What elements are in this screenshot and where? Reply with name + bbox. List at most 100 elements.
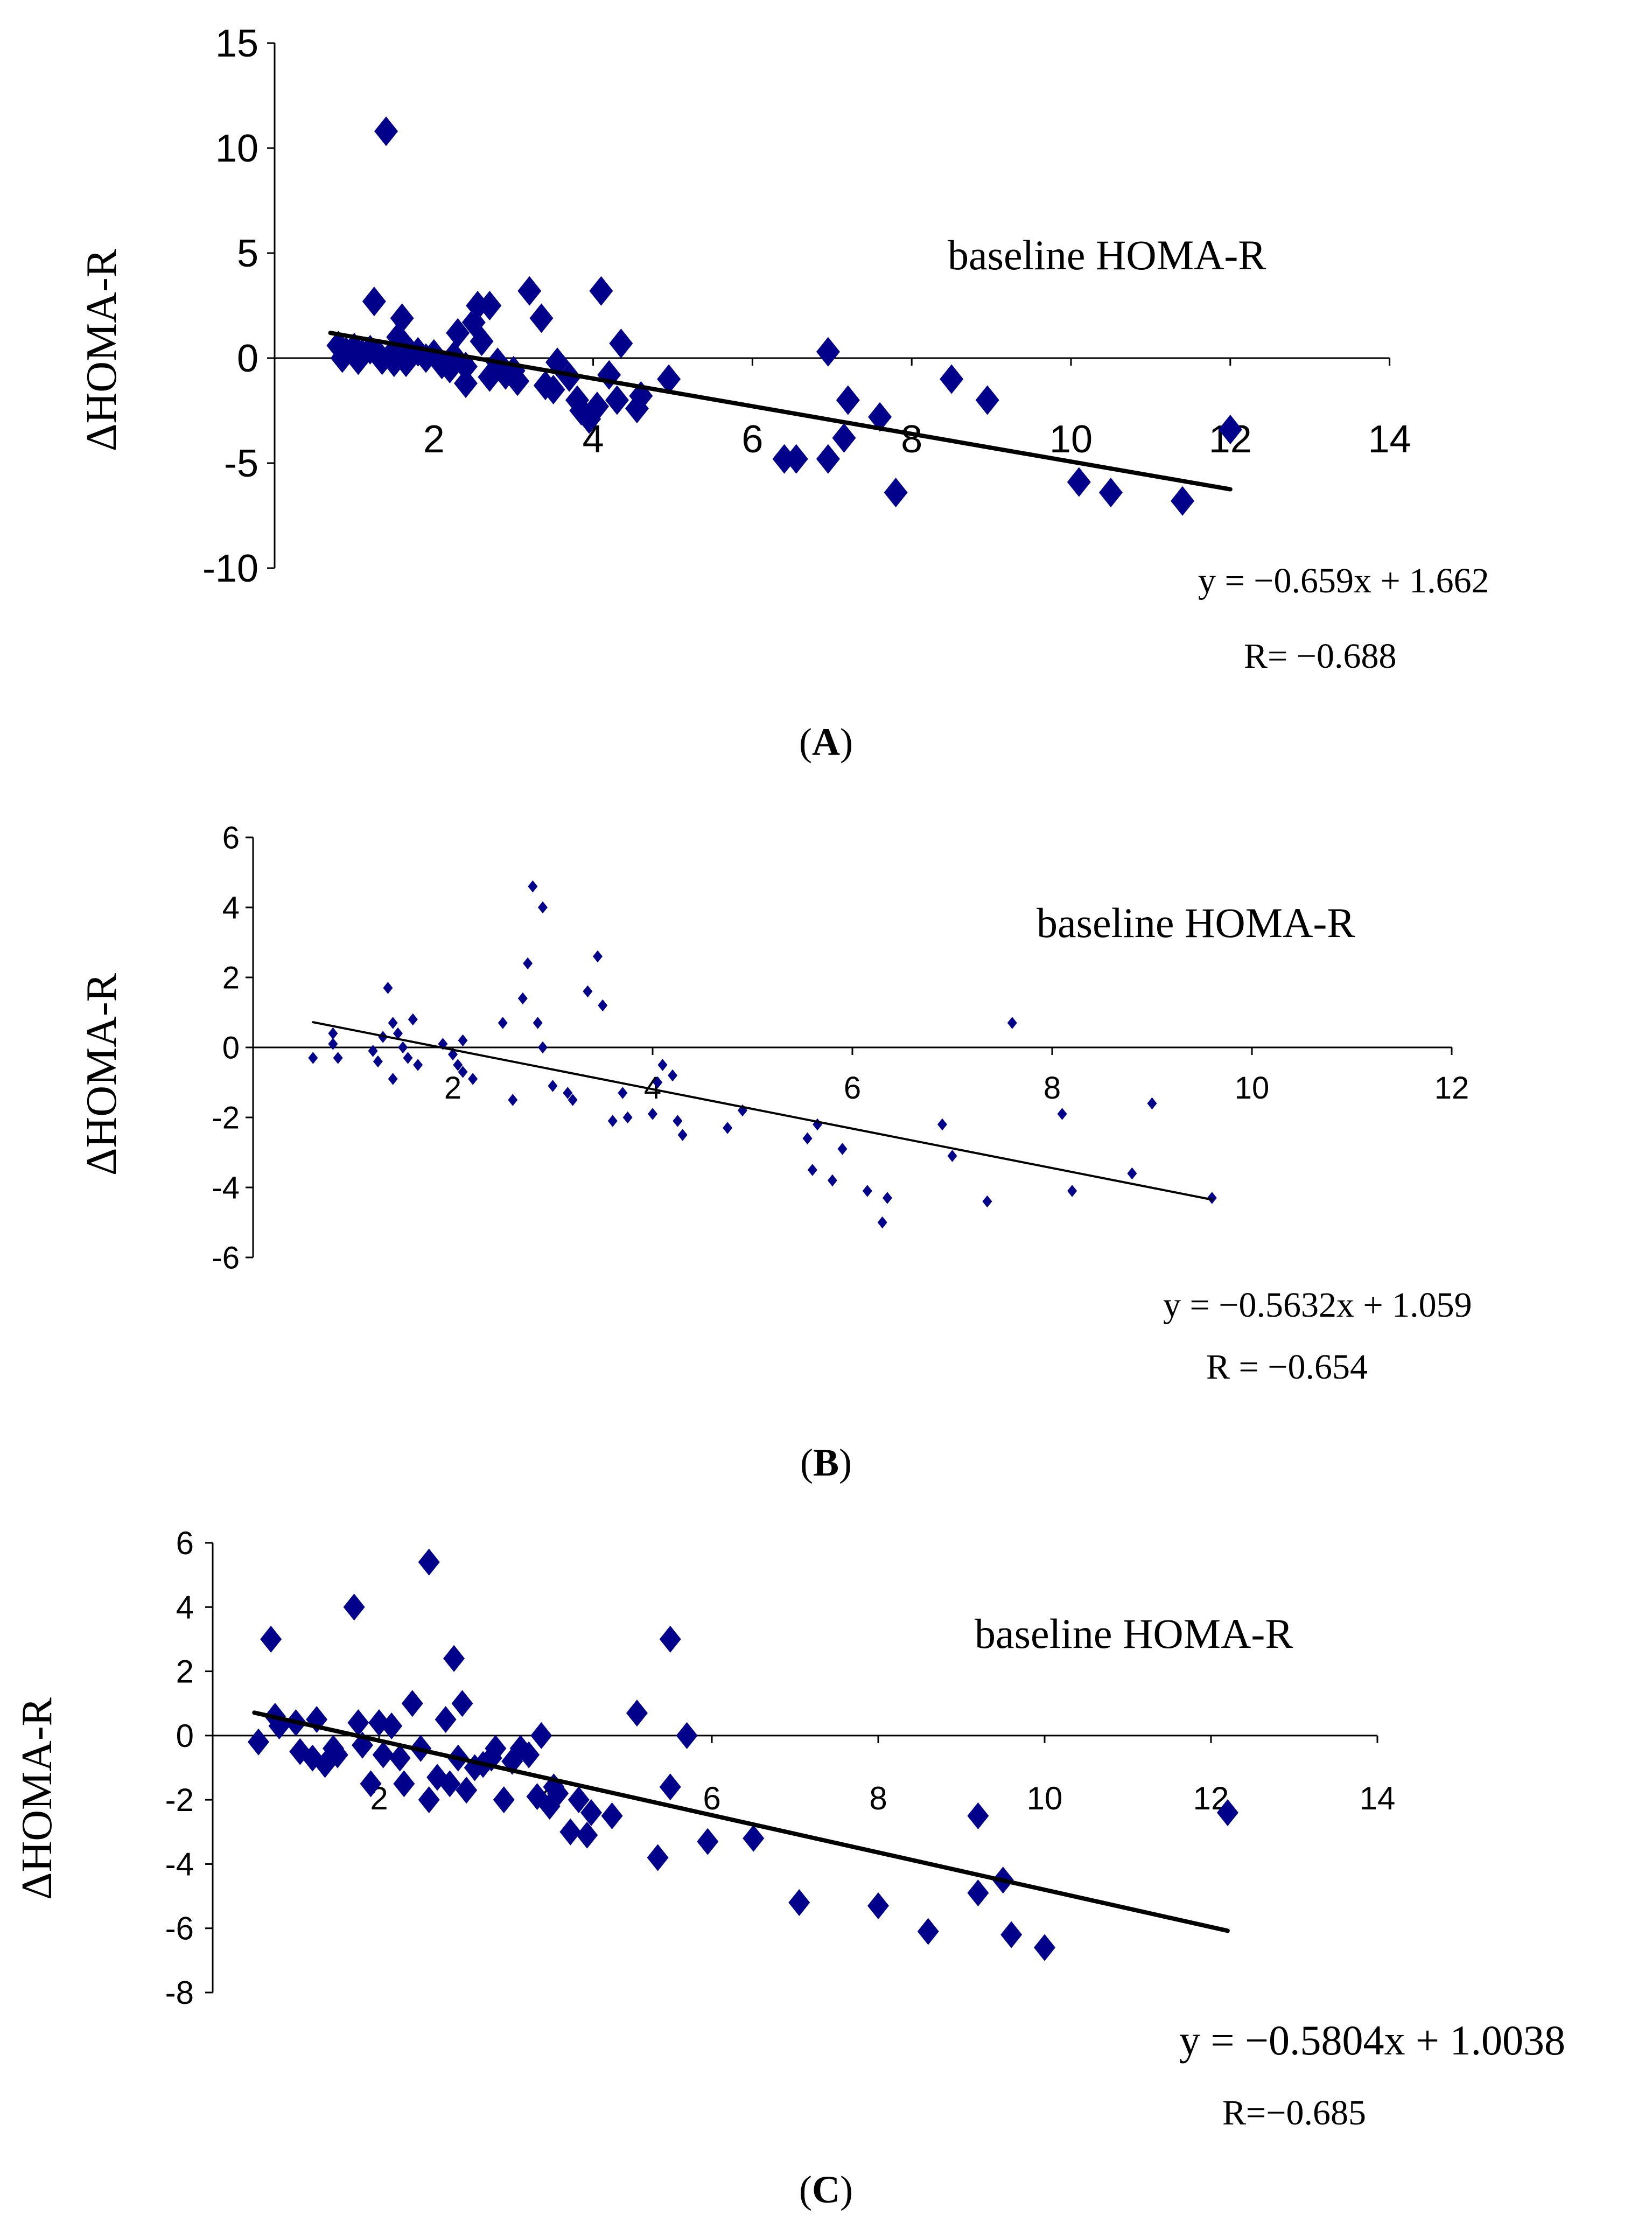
data-point [393, 1027, 403, 1040]
data-point [390, 303, 414, 333]
x-tick-label: 14 [1360, 1780, 1396, 1816]
data-point [837, 1143, 848, 1155]
data-point [456, 1777, 478, 1804]
x-tick-label: 12 [1434, 1071, 1469, 1106]
data-point [557, 362, 582, 392]
data-point [563, 1087, 573, 1099]
data-point [372, 1741, 394, 1768]
x-tick-label: 6 [703, 1780, 720, 1816]
data-point [597, 360, 621, 390]
data-point [657, 1059, 668, 1071]
data-point [917, 1918, 939, 1945]
data-point [328, 1027, 338, 1040]
y-tick-label: -2 [212, 1100, 240, 1135]
data-point [589, 276, 613, 306]
data-point [1218, 415, 1242, 445]
data-point [807, 1164, 817, 1176]
data-point [360, 1770, 382, 1798]
equation-a: y = −0.659x + 1.662 [1198, 561, 1489, 600]
r-value-a: R= −0.688 [1244, 637, 1396, 676]
data-point [743, 1824, 765, 1852]
data-point [435, 1706, 457, 1733]
data-point [439, 1770, 461, 1798]
data-point [388, 1073, 398, 1085]
panel-label-c: (C) [799, 2168, 853, 2211]
data-point [568, 1094, 578, 1106]
data-point [374, 116, 398, 146]
data-point [568, 1786, 590, 1814]
y-tick-label: 0 [222, 1030, 240, 1065]
x-axis-label-b: baseline HOMA-R [1037, 899, 1355, 946]
data-point [478, 291, 502, 320]
data-point [576, 1821, 598, 1849]
data-point [788, 1889, 810, 1916]
y-axis-label-a: ΔHOMA-R [78, 248, 125, 451]
data-point [877, 1216, 887, 1229]
data-point [468, 1073, 478, 1085]
data-point [1057, 1108, 1067, 1120]
data-point [260, 1625, 282, 1653]
y-tick-label: 15 [215, 22, 258, 65]
data-point [418, 1786, 440, 1814]
data-point [659, 1625, 681, 1653]
data-point [458, 1066, 468, 1078]
y-tick-label: -2 [165, 1782, 194, 1818]
data-point [580, 1799, 602, 1826]
data-point [668, 1069, 678, 1082]
x-tick-label: 14 [1368, 418, 1411, 461]
data-point [967, 1879, 989, 1907]
data-point [326, 1741, 348, 1768]
data-point [659, 1773, 681, 1801]
data-point [451, 1690, 473, 1717]
data-point [383, 982, 393, 994]
y-tick-label: -6 [212, 1240, 240, 1275]
data-point [382, 347, 406, 378]
data-point [368, 1045, 378, 1057]
data-point [882, 1192, 892, 1204]
y-tick-label: 0 [176, 1718, 194, 1754]
data-point [537, 901, 548, 914]
data-point [626, 1700, 648, 1727]
panel-letter-c: C [812, 2168, 840, 2211]
data-point [592, 950, 603, 963]
data-point [458, 1034, 468, 1047]
data-point [517, 992, 528, 1005]
data-point [609, 328, 633, 359]
data-point [393, 1770, 415, 1798]
data-point [585, 392, 609, 422]
x-tick-label: 8 [869, 1780, 887, 1816]
data-point [1000, 1921, 1023, 1948]
data-point [448, 1048, 458, 1061]
data-point [506, 366, 530, 396]
panel-label-b: (B) [800, 1441, 852, 1484]
data-point [723, 1122, 733, 1134]
data-point [398, 1041, 408, 1054]
data-point [413, 1059, 423, 1071]
x-axis-label-a: baseline HOMA-R [948, 232, 1266, 278]
data-point [408, 1013, 418, 1026]
r-value-b: R = −0.654 [1206, 1347, 1368, 1387]
data-point [673, 1115, 683, 1127]
trendline [312, 1021, 1213, 1201]
x-axis-label-c: baseline HOMA-R [975, 1610, 1293, 1657]
data-point [470, 326, 494, 356]
y-axis-label-b: ΔHOMA-R [78, 973, 125, 1176]
y-tick-label: 4 [176, 1589, 194, 1625]
x-tick-label: 2 [444, 1071, 461, 1106]
data-point [485, 1735, 507, 1762]
x-tick-label: 8 [901, 418, 922, 461]
data-point [832, 423, 856, 453]
data-point [622, 1111, 633, 1124]
data-point [529, 303, 554, 333]
data-point [388, 1017, 398, 1029]
data-point [333, 1052, 343, 1064]
data-point [940, 364, 964, 394]
data-point [403, 1052, 413, 1064]
data-point [508, 1094, 518, 1106]
data-point [466, 291, 490, 320]
y-tick-label: 2 [176, 1654, 194, 1690]
data-point [389, 1744, 411, 1772]
equation-c: y = −0.5804x + 1.0038 [1179, 2017, 1565, 2064]
